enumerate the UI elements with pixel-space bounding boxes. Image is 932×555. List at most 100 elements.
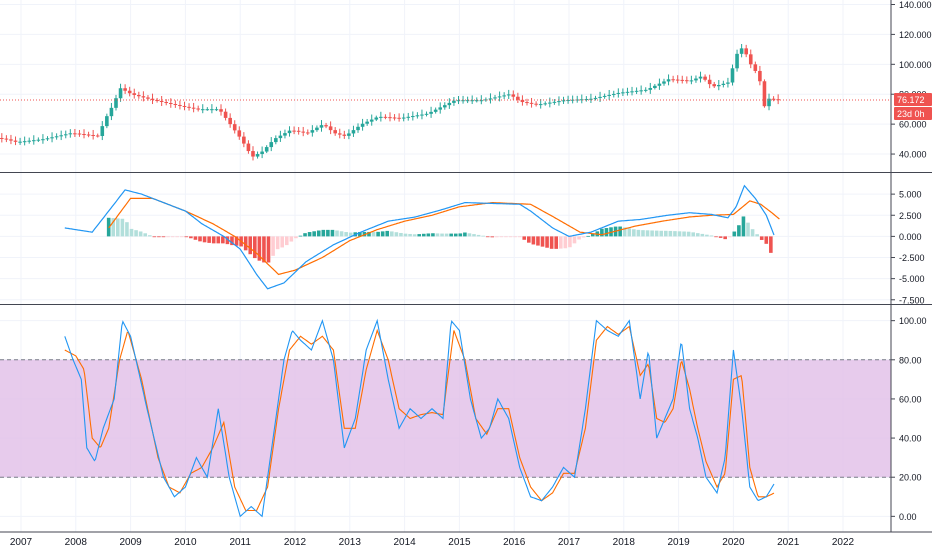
candle-body[interactable] xyxy=(479,100,484,102)
candle-body[interactable] xyxy=(630,91,634,93)
candle-body[interactable] xyxy=(442,105,447,108)
candle-body[interactable] xyxy=(703,76,707,80)
candle-body[interactable] xyxy=(406,116,411,118)
candle-body[interactable] xyxy=(278,135,283,139)
candle-body[interactable] xyxy=(584,99,589,101)
candle-body[interactable] xyxy=(694,78,698,81)
candle-body[interactable] xyxy=(611,93,616,95)
candle-body[interactable] xyxy=(529,102,534,104)
candle-body[interactable] xyxy=(502,95,506,97)
candle-body[interactable] xyxy=(4,138,9,140)
candle-body[interactable] xyxy=(429,111,433,114)
candle-body[interactable] xyxy=(301,131,306,133)
candle-body[interactable] xyxy=(566,100,570,102)
price-pane[interactable] xyxy=(0,43,891,161)
candle-body[interactable] xyxy=(164,102,169,104)
candle-body[interactable] xyxy=(374,117,379,120)
candle-body[interactable] xyxy=(452,100,456,103)
candle-body[interactable] xyxy=(196,108,200,110)
candle-body[interactable] xyxy=(118,88,123,99)
candle-body[interactable] xyxy=(27,140,32,142)
candle-body[interactable] xyxy=(324,125,328,127)
candle-body[interactable] xyxy=(516,96,520,100)
candle-body[interactable] xyxy=(347,133,351,136)
candle-body[interactable] xyxy=(648,87,653,90)
candle-body[interactable] xyxy=(383,116,388,118)
candle-body[interactable] xyxy=(123,88,127,91)
candle-body[interactable] xyxy=(155,99,159,102)
candle-body[interactable] xyxy=(561,100,566,102)
candle-body[interactable] xyxy=(342,134,347,136)
candle-body[interactable] xyxy=(305,132,310,134)
candle-body[interactable] xyxy=(68,133,73,135)
candle-body[interactable] xyxy=(141,96,146,98)
candle-body[interactable] xyxy=(205,109,210,111)
candle-body[interactable] xyxy=(310,130,315,133)
candle-body[interactable] xyxy=(319,125,324,128)
candle-body[interactable] xyxy=(653,85,657,88)
candle-body[interactable] xyxy=(753,64,758,71)
macd-pane[interactable] xyxy=(64,184,780,290)
candle-body[interactable] xyxy=(726,82,730,84)
candle-body[interactable] xyxy=(18,141,22,143)
candle-body[interactable] xyxy=(666,79,671,82)
candle-body[interactable] xyxy=(114,98,118,108)
candle-body[interactable] xyxy=(712,84,717,87)
candle-body[interactable] xyxy=(730,68,735,83)
candle-body[interactable] xyxy=(657,83,662,86)
candle-body[interactable] xyxy=(570,99,575,101)
candle-body[interactable] xyxy=(557,101,561,103)
candle-body[interactable] xyxy=(13,140,18,142)
candle-body[interactable] xyxy=(493,97,497,99)
candle-body[interactable] xyxy=(762,81,767,107)
candle-body[interactable] xyxy=(671,79,675,81)
candle-body[interactable] xyxy=(315,127,319,131)
candle-body[interactable] xyxy=(109,107,114,117)
candle-body[interactable] xyxy=(474,100,479,102)
candle-body[interactable] xyxy=(744,48,748,55)
candle-body[interactable] xyxy=(625,91,630,93)
candle-body[interactable] xyxy=(159,101,164,103)
candle-body[interactable] xyxy=(77,133,82,135)
candle-body[interactable] xyxy=(484,99,488,101)
candle-body[interactable] xyxy=(0,137,4,139)
candle-body[interactable] xyxy=(22,141,27,143)
candle-body[interactable] xyxy=(296,130,301,132)
candle-body[interactable] xyxy=(237,130,242,137)
candle-body[interactable] xyxy=(543,103,548,105)
candle-body[interactable] xyxy=(95,135,100,137)
candle-body[interactable] xyxy=(36,139,41,141)
candle-body[interactable] xyxy=(274,138,278,143)
candle-body[interactable] xyxy=(420,114,424,116)
candle-body[interactable] xyxy=(242,136,246,144)
candle-body[interactable] xyxy=(31,140,36,142)
candle-body[interactable] xyxy=(251,151,255,157)
candle-body[interactable] xyxy=(214,109,219,111)
candle-body[interactable] xyxy=(575,99,580,101)
candle-body[interactable] xyxy=(525,102,529,104)
candle-body[interactable] xyxy=(589,98,593,100)
candle-body[interactable] xyxy=(739,48,744,54)
candle-body[interactable] xyxy=(146,97,150,99)
candle-body[interactable] xyxy=(351,130,356,134)
candle-body[interactable] xyxy=(260,151,264,155)
candle-body[interactable] xyxy=(360,123,365,127)
candle-body[interactable] xyxy=(488,98,493,100)
candle-body[interactable] xyxy=(698,76,703,79)
candle-body[interactable] xyxy=(634,90,639,92)
candle-body[interactable] xyxy=(105,116,109,127)
candle-body[interactable] xyxy=(91,135,95,137)
candle-body[interactable] xyxy=(438,107,443,110)
candle-body[interactable] xyxy=(283,133,287,136)
candle-body[interactable] xyxy=(178,104,182,106)
candle-body[interactable] xyxy=(168,103,173,105)
candle-body[interactable] xyxy=(392,117,397,119)
candle-body[interactable] xyxy=(643,89,648,91)
candle-body[interactable] xyxy=(287,130,292,134)
candle-body[interactable] xyxy=(401,117,406,119)
candle-body[interactable] xyxy=(9,139,13,141)
candle-body[interactable] xyxy=(767,98,771,107)
candle-body[interactable] xyxy=(228,117,232,125)
candle-body[interactable] xyxy=(200,109,205,111)
